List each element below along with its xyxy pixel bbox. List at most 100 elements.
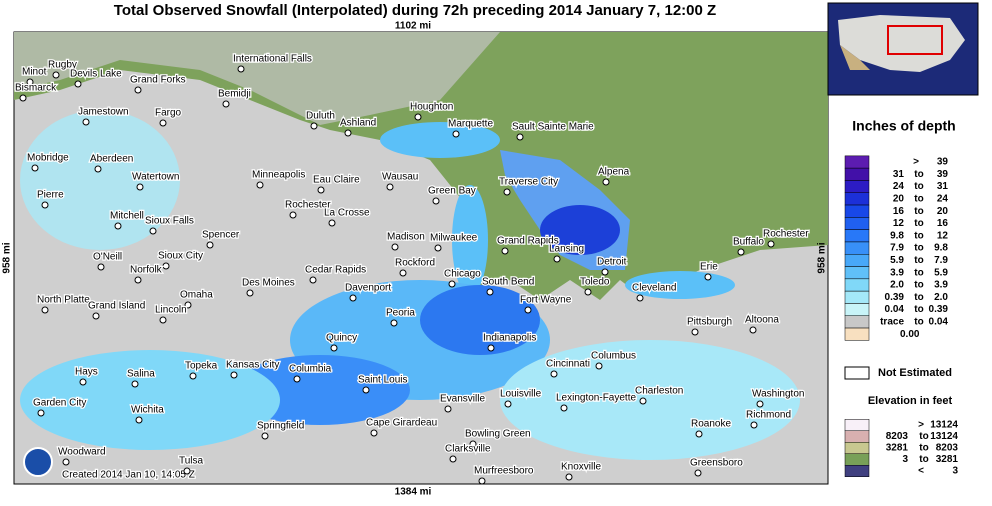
legend-label: 16 <box>937 218 949 229</box>
city-label: Indianapolis <box>483 333 536 344</box>
legend-label: 13124 <box>930 431 958 442</box>
inset-map <box>827 2 979 96</box>
city-marker <box>737 248 745 256</box>
legend-label: 3281 <box>936 454 959 465</box>
city-marker <box>237 65 245 73</box>
scale-bottom: 1384 mi <box>395 487 432 498</box>
city-label: Bemidji <box>218 89 251 100</box>
city-label: Fort Wayne <box>520 295 572 306</box>
legend-label: 20 <box>893 194 905 205</box>
city-marker <box>94 165 102 173</box>
city-marker <box>114 222 122 230</box>
legend-label: 0.04 <box>929 317 949 328</box>
city-label: Norfolk <box>130 265 163 276</box>
city-marker <box>309 276 317 284</box>
legend-label: 0.00 <box>900 329 920 340</box>
city-marker <box>639 397 647 405</box>
city-marker <box>749 326 757 334</box>
city-marker <box>550 370 558 378</box>
city-label: International Falls <box>233 54 312 65</box>
legend-swatch <box>844 192 870 206</box>
legend-label: to <box>914 317 923 328</box>
city-label: Washington <box>752 389 804 400</box>
city-marker <box>469 440 477 448</box>
city-label: Green Bay <box>428 186 476 197</box>
credit: Created 2014 Jan 10, 14:05 Z <box>62 470 195 481</box>
city-label: Columbia <box>289 364 332 375</box>
city-marker <box>601 268 609 276</box>
city-label: Rockford <box>395 258 435 269</box>
city-label: Altoona <box>745 315 779 326</box>
city-label: Cape Girardeau <box>366 418 437 429</box>
city-label: Lexington-Fayette <box>556 393 636 404</box>
city-label: Lansing <box>549 244 584 255</box>
legend-label: to <box>914 292 923 303</box>
city-marker <box>595 362 603 370</box>
city-marker <box>553 255 561 263</box>
city-marker <box>310 122 318 130</box>
legend-swatch <box>844 180 870 193</box>
city-label: Minneapolis <box>252 170 305 181</box>
legend-swatch <box>844 241 870 255</box>
city-label: Rochester <box>285 200 331 211</box>
city-label: Knoxville <box>561 462 601 473</box>
city-label: Saint Louis <box>358 375 407 386</box>
city-marker <box>414 113 422 121</box>
city-marker <box>756 400 764 408</box>
elevation-title: Elevation in feet <box>868 395 953 407</box>
legend-label: 0.39 <box>885 292 905 303</box>
city-marker <box>317 186 325 194</box>
legend-swatch <box>844 465 870 477</box>
city-label: Sioux Falls <box>145 216 194 227</box>
scale-right: 958 mi <box>817 242 828 273</box>
city-marker <box>131 380 139 388</box>
city-marker <box>52 71 60 79</box>
legend-swatch <box>844 278 870 292</box>
city-marker <box>189 372 197 380</box>
city-label: Grand Forks <box>130 75 186 86</box>
city-label: La Crosse <box>324 208 370 219</box>
city-marker <box>62 458 70 466</box>
city-marker <box>391 243 399 251</box>
city-marker <box>206 241 214 249</box>
city-label: Murfreesboro <box>474 466 534 477</box>
legend-label: trace <box>880 317 904 328</box>
legend-label: to <box>914 181 923 192</box>
title: Total Observed Snowfall (Interpolated) d… <box>114 2 716 19</box>
legend-label: 8203 <box>936 443 959 454</box>
city-marker <box>135 416 143 424</box>
legend-label: to <box>914 243 923 254</box>
legend-label: to <box>914 230 923 241</box>
city-label: Milwaukee <box>430 233 478 244</box>
city-marker <box>246 289 254 297</box>
city-marker <box>444 405 452 413</box>
scale-left: 958 mi <box>2 242 13 273</box>
legend-swatch <box>844 453 870 466</box>
legend-label: 31 <box>937 181 949 192</box>
legend-label: 31 <box>893 169 905 180</box>
city-label: Erie <box>700 262 718 273</box>
city-label: Watertown <box>132 172 179 183</box>
legend-label: 5.9 <box>934 267 948 278</box>
city-marker <box>41 306 49 314</box>
city-label: Rochester <box>763 229 809 240</box>
not-estimated-swatch <box>844 366 870 380</box>
city-label: Wichita <box>131 405 164 416</box>
city-label: Bowling Green <box>465 429 531 440</box>
legend-label: > <box>918 420 924 431</box>
city-label: North Platte <box>37 295 90 306</box>
city-marker <box>328 219 336 227</box>
city-label: Mobridge <box>27 153 69 164</box>
legend-label: to <box>914 304 923 315</box>
city-marker <box>432 197 440 205</box>
legend-label: 7.9 <box>890 243 904 254</box>
city-label: Grand Island <box>88 301 145 312</box>
legend-swatch <box>844 442 870 454</box>
city-marker <box>486 288 494 296</box>
legend-label: 0.04 <box>885 304 905 315</box>
legend-label: 0.39 <box>929 304 949 315</box>
city-label: Hays <box>75 367 98 378</box>
city-marker <box>183 467 191 475</box>
